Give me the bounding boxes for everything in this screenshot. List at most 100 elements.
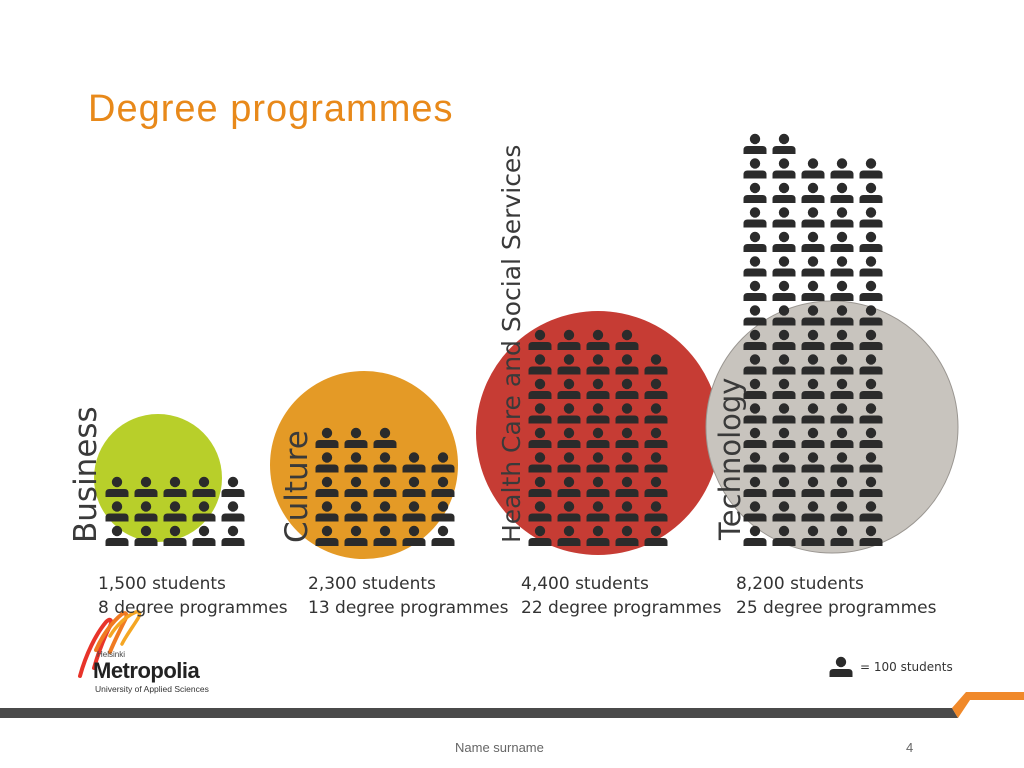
person-icon	[801, 182, 825, 203]
person-icon	[644, 476, 668, 497]
culture-students: 2,300 students	[308, 574, 436, 594]
person-icon	[344, 452, 368, 473]
person-icon	[743, 256, 767, 277]
person-icon	[859, 403, 883, 424]
person-icon	[772, 476, 796, 497]
footer-accent	[952, 692, 1024, 718]
person-icon	[105, 501, 129, 522]
person-icon	[772, 403, 796, 424]
person-icon	[315, 452, 339, 473]
logo-subtitle: University of Applied Sciences	[95, 684, 209, 694]
person-icon	[557, 501, 581, 522]
person-icon	[830, 378, 854, 399]
person-icon	[772, 256, 796, 277]
person-icon	[105, 476, 129, 497]
person-icon	[615, 525, 639, 546]
person-icon	[830, 231, 854, 252]
person-icon	[859, 280, 883, 301]
person-icon	[743, 133, 767, 154]
category-label-technology: Technology	[713, 378, 747, 541]
health-stats: 4,400 students 22 degree programmes	[521, 572, 721, 620]
person-icon	[772, 525, 796, 546]
person-icon	[586, 329, 610, 350]
person-icon	[586, 354, 610, 375]
person-icon	[830, 182, 854, 203]
person-icon	[743, 329, 767, 350]
person-icon	[315, 476, 339, 497]
business-icons	[105, 476, 245, 546]
person-icon	[859, 378, 883, 399]
person-icon	[801, 256, 825, 277]
person-icon	[586, 452, 610, 473]
legend-label: = 100 students	[860, 660, 953, 674]
person-icon	[373, 427, 397, 448]
person-icon	[772, 329, 796, 350]
person-icon	[743, 207, 767, 228]
technology-programmes: 25 degree programmes	[736, 598, 937, 618]
person-icon	[431, 501, 455, 522]
person-icon	[586, 427, 610, 448]
person-icon	[586, 403, 610, 424]
person-icon	[192, 476, 216, 497]
person-icon	[801, 354, 825, 375]
person-icon	[315, 427, 339, 448]
person-icon	[402, 476, 426, 497]
person-icon	[221, 525, 245, 546]
person-icon	[192, 501, 216, 522]
person-icon	[801, 501, 825, 522]
person-icon	[344, 525, 368, 546]
person-icon	[830, 476, 854, 497]
person-icon	[743, 158, 767, 179]
person-icon	[644, 354, 668, 375]
health-students: 4,400 students	[521, 574, 649, 594]
person-icon	[134, 501, 158, 522]
person-icon	[801, 378, 825, 399]
person-icon	[557, 427, 581, 448]
person-icon	[859, 182, 883, 203]
person-icon	[528, 452, 552, 473]
person-icon	[859, 329, 883, 350]
logo-helsinki: Helsinki	[97, 650, 126, 659]
person-icon	[859, 476, 883, 497]
footer-band	[0, 708, 958, 718]
person-icon	[772, 280, 796, 301]
person-icon	[772, 305, 796, 326]
person-icon	[830, 452, 854, 473]
person-icon	[528, 378, 552, 399]
person-icon	[373, 452, 397, 473]
person-icon	[344, 476, 368, 497]
person-icon	[772, 378, 796, 399]
person-icon	[801, 329, 825, 350]
business-students: 1,500 students	[98, 574, 226, 594]
person-icon	[801, 476, 825, 497]
person-icon	[615, 452, 639, 473]
person-icon	[557, 476, 581, 497]
person-icon	[528, 329, 552, 350]
page-number: 4	[906, 740, 914, 755]
person-icon	[586, 501, 610, 522]
health-programmes: 22 degree programmes	[521, 598, 722, 618]
person-icon	[801, 305, 825, 326]
person-icon	[373, 525, 397, 546]
person-icon	[830, 354, 854, 375]
person-icon	[859, 158, 883, 179]
slide-title: Degree programmes	[88, 88, 454, 130]
category-label-health: Health Care and Social Services	[497, 145, 526, 543]
person-icon	[557, 354, 581, 375]
person-icon	[743, 378, 767, 399]
business-programmes: 8 degree programmes	[98, 598, 288, 618]
technology-stats: 8,200 students 25 degree programmes	[736, 572, 936, 620]
person-icon	[830, 280, 854, 301]
person-icon	[772, 182, 796, 203]
person-icon	[557, 525, 581, 546]
person-icon	[743, 501, 767, 522]
person-icon	[743, 354, 767, 375]
person-icon	[801, 452, 825, 473]
person-icon	[644, 378, 668, 399]
person-icon	[859, 452, 883, 473]
person-icon	[859, 231, 883, 252]
person-icon	[830, 525, 854, 546]
person-icon	[801, 427, 825, 448]
person-icon	[557, 452, 581, 473]
person-icon	[772, 133, 796, 154]
